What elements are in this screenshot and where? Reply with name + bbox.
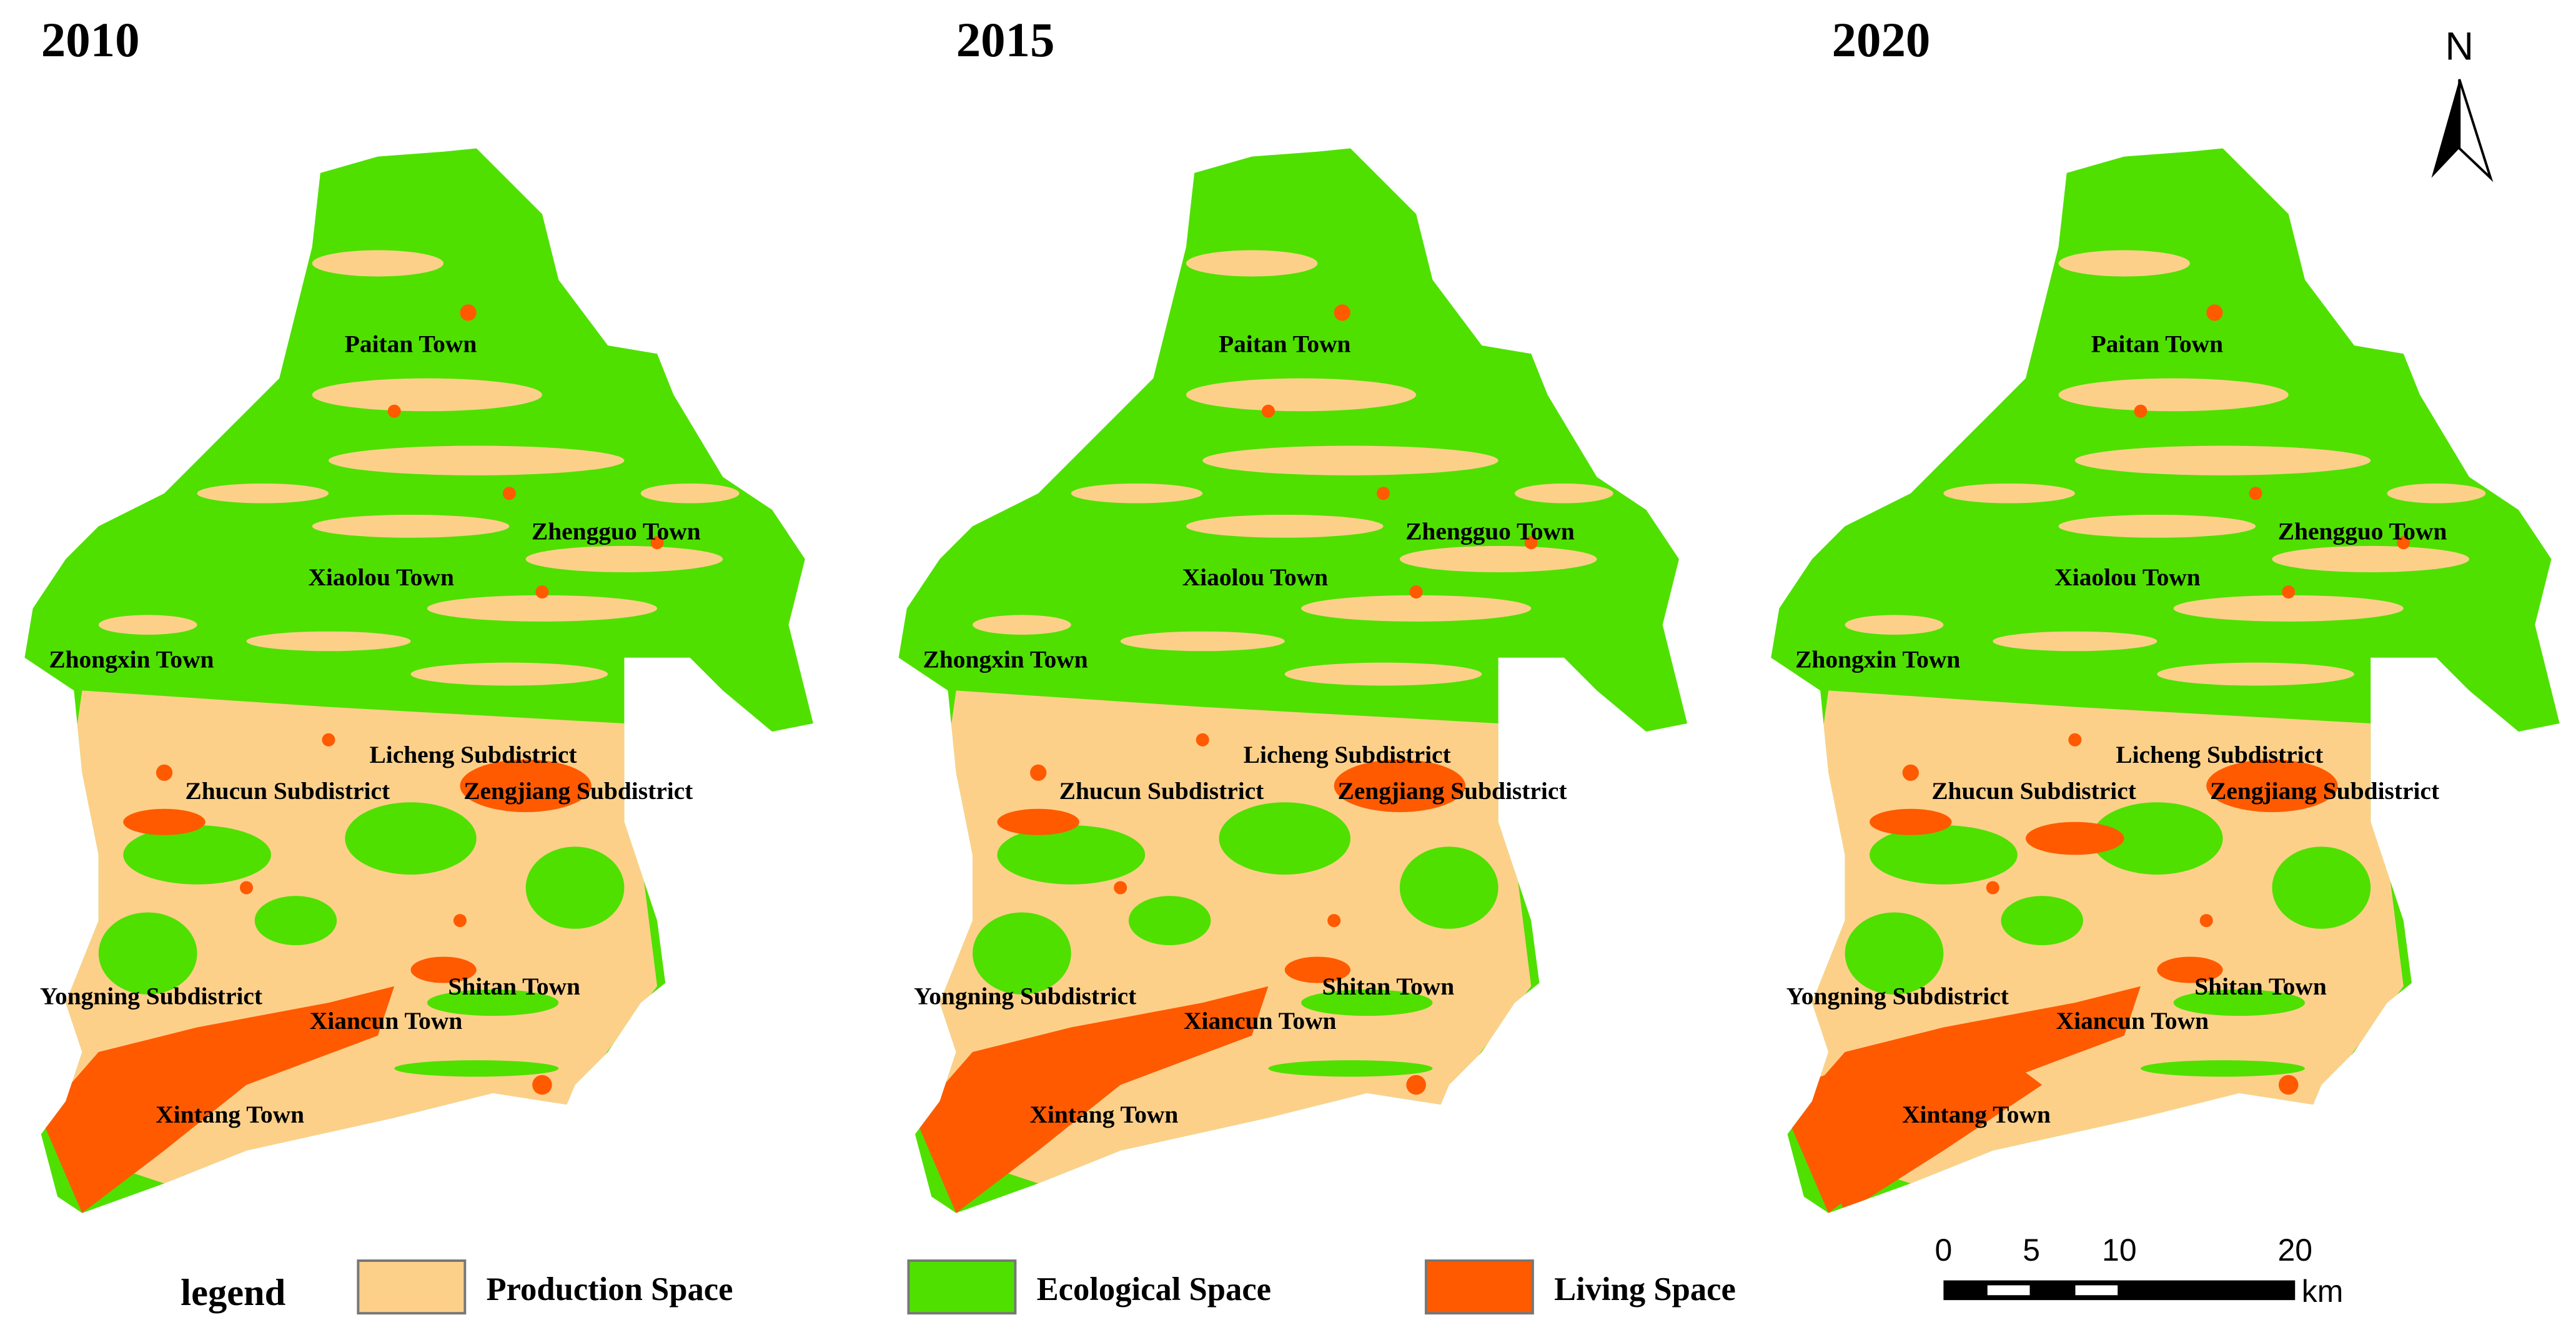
scale-unit: km	[2302, 1274, 2344, 1309]
town-label: Xiaolou Town	[308, 563, 454, 591]
legend-label: Production Space	[487, 1271, 733, 1308]
legend-swatch	[357, 1259, 467, 1315]
town-label: Xiancun Town	[2056, 1007, 2209, 1035]
map-year: 2015	[956, 13, 1055, 67]
scale-tick-label: 0	[1935, 1233, 1953, 1268]
north-label: N	[2445, 24, 2474, 68]
town-label: Zhengguo Town	[532, 517, 701, 545]
map: Paitan Town Zhengguo Town Xiaolou Town Zhon…	[899, 148, 1687, 1213]
town-label: Xintang Town	[1902, 1101, 2051, 1128]
town-label: Zhucun Subdistrict	[185, 777, 390, 805]
scale-tick-label: 10	[2102, 1233, 2137, 1268]
town-label: Zhengguo Town	[2278, 517, 2447, 545]
town-label: Xiaolou Town	[2054, 563, 2201, 591]
legend-swatch	[907, 1259, 1017, 1315]
legend: Production Space Ecological Space Living S…	[357, 1259, 1736, 1315]
map-year: 2020	[1832, 13, 1931, 67]
town-label: Licheng Subdistrict	[1244, 741, 1451, 768]
legend-swatch	[1424, 1259, 1534, 1315]
scale-bar-segment	[2075, 1285, 2118, 1296]
legend-title: legend	[181, 1272, 285, 1314]
legend-label: Ecological Space	[1037, 1271, 1271, 1308]
land-use-map	[899, 148, 1687, 1213]
north-arrow	[2431, 79, 2460, 178]
town-label: Zhengguo Town	[1405, 517, 1575, 545]
town-label: Shitan Town	[1322, 973, 1455, 1000]
town-label: Shitan Town	[2194, 973, 2327, 1000]
town-label: Xiancun Town	[1184, 1007, 1336, 1035]
scale-bar: 0 5 10 20 km	[1935, 1233, 2344, 1309]
legend-label: Living Space	[1554, 1271, 1736, 1308]
town-label: Zengjiang Subdistrict	[1337, 777, 1567, 805]
town-label: Xintang Town	[1030, 1101, 1179, 1128]
town-label: Zhongxin Town	[923, 646, 1088, 673]
town-label: Zhucun Subdistrict	[1059, 777, 1264, 805]
town-label: Paitan Town	[1219, 330, 1351, 358]
town-label: Yongning Subdistrict	[914, 983, 1136, 1010]
map: Paitan Town Zhengguo Town Xiaolou Town Zhon…	[1771, 148, 2559, 1213]
town-label: Shitan Town	[448, 973, 580, 1000]
town-label: Zengjiang Subdistrict	[463, 777, 693, 805]
town-label: Paitan Town	[2091, 330, 2224, 358]
maps: 2010 Paitan Town Zhengguo Town Xiaolou Town…	[24, 13, 2559, 1213]
town-label: Paitan Town	[345, 330, 477, 358]
town-label: Zhongxin Town	[1795, 646, 1960, 673]
north-arrow	[2458, 79, 2494, 182]
scale-tick-label: 5	[2023, 1233, 2040, 1268]
town-label: Licheng Subdistrict	[2116, 741, 2323, 768]
town-label: Xiancun Town	[310, 1007, 462, 1035]
town-label: Yongning Subdistrict	[1786, 983, 2009, 1010]
town-label: Xiaolou Town	[1182, 563, 1329, 591]
town-label: Zengjiang Subdistrict	[2210, 777, 2439, 805]
town-label: Yongning Subdistrict	[40, 983, 262, 1010]
scale-tick-label: 20	[2277, 1233, 2312, 1268]
town-label: Licheng Subdistrict	[369, 741, 577, 768]
map: Paitan Town Zhengguo Town Xiaolou Town Zhon…	[24, 148, 813, 1213]
town-label: Zhongxin Town	[49, 646, 214, 673]
scale-bar-segment	[1987, 1285, 2030, 1296]
map-year: 2010	[41, 13, 140, 67]
town-label: Xintang Town	[156, 1101, 304, 1128]
town-label: Zhucun Subdistrict	[1931, 777, 2136, 805]
land-use-map	[1771, 148, 2559, 1213]
land-use-map	[24, 148, 813, 1213]
